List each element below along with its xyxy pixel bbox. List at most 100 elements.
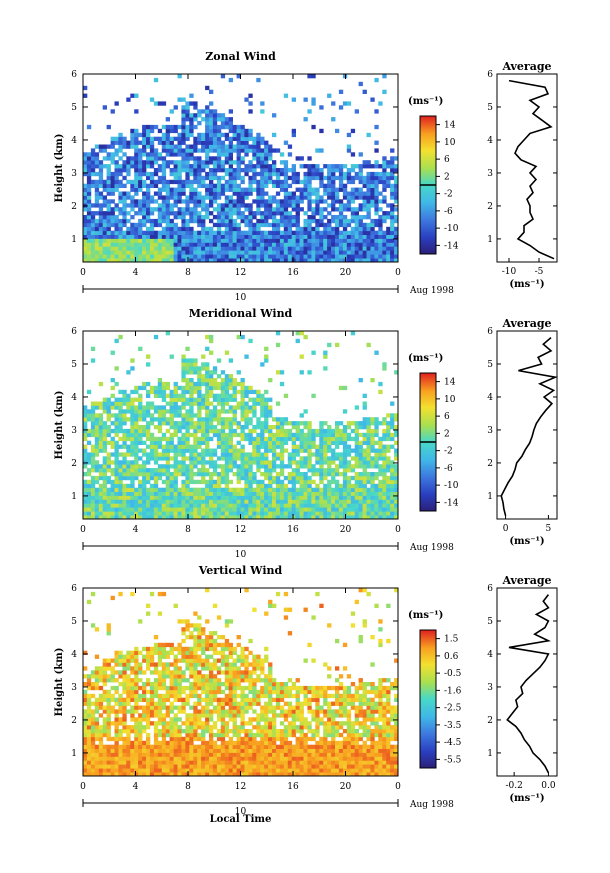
- heatmap-cell: [157, 503, 163, 508]
- heatmap-cell: [382, 89, 387, 94]
- heatmap-cell: [114, 491, 119, 496]
- heatmap-cell: [378, 421, 383, 426]
- heatmap-cell: [126, 164, 131, 169]
- heatmap-cell: [83, 152, 88, 157]
- heatmap-cell: [390, 460, 395, 465]
- heatmap-cell: [146, 772, 151, 777]
- heatmap-cell: [362, 432, 367, 438]
- heatmap-cell: [240, 160, 245, 165]
- heatmap-cell: [283, 140, 289, 145]
- heatmap-cell: [335, 342, 340, 348]
- heatmap-cell: [102, 748, 107, 753]
- heatmap-cell: [260, 362, 265, 367]
- heatmap-cell: [130, 358, 135, 363]
- heatmap-cell: [272, 507, 277, 512]
- heatmap-cell: [83, 215, 88, 220]
- heatmap-cell: [374, 183, 379, 188]
- heatmap-cell: [189, 117, 194, 122]
- y-tick-label: 4: [71, 393, 77, 403]
- heatmap-cell: [224, 218, 230, 224]
- heatmap-cell: [268, 413, 273, 418]
- heatmap-cell: [224, 511, 230, 516]
- heatmap-cell: [205, 499, 210, 504]
- heatmap-cell: [279, 222, 285, 228]
- heatmap-cell: [240, 136, 245, 141]
- heatmap-cell: [264, 222, 269, 228]
- heatmap-cell: [197, 179, 202, 185]
- heatmap-cell: [189, 503, 194, 508]
- heatmap-cell: [142, 515, 147, 520]
- heatmap-cell: [378, 230, 383, 235]
- heatmap-cell: [264, 444, 269, 449]
- heatmap-cell: [146, 203, 151, 208]
- heatmap-cell: [212, 515, 218, 520]
- heatmap-cell: [153, 444, 159, 449]
- heatmap-cell: [327, 495, 332, 500]
- heatmap-cell: [83, 464, 88, 469]
- heatmap-cell: [177, 136, 182, 141]
- heatmap-cell: [386, 432, 391, 438]
- heatmap-cell: [114, 721, 119, 726]
- heatmap-cell: [279, 483, 285, 489]
- heatmap-cell: [102, 752, 107, 757]
- profile-y-tick-label: 6: [487, 70, 493, 80]
- heatmap-cell: [283, 191, 289, 196]
- heatmap-cell: [102, 472, 107, 477]
- heatmap-cell: [114, 258, 119, 263]
- heatmap-cell: [86, 732, 92, 738]
- heatmap-cell: [315, 258, 320, 263]
- heatmap-cell: [268, 148, 273, 153]
- heatmap-cell: [362, 460, 367, 465]
- heatmap-cell: [110, 444, 115, 449]
- heatmap-cell: [319, 436, 324, 442]
- heatmap-cell: [366, 222, 371, 228]
- heatmap-cell: [142, 405, 147, 410]
- heatmap-cell: [177, 168, 182, 173]
- heatmap-cell: [201, 362, 206, 367]
- heatmap-cell: [209, 136, 214, 141]
- heatmap-cell: [287, 215, 293, 220]
- heatmap-cell: [212, 483, 218, 489]
- heatmap-cell: [86, 479, 92, 485]
- heatmap-cell: [224, 148, 230, 153]
- heatmap-cell: [153, 77, 159, 83]
- heatmap-cell: [110, 670, 115, 675]
- heatmap-cell: [185, 211, 190, 216]
- heatmap-cell: [146, 258, 151, 263]
- heatmap-cell: [177, 409, 182, 414]
- heatmap-cell: [212, 144, 218, 149]
- heatmap-cell: [114, 152, 119, 157]
- heatmap-cell: [374, 179, 379, 185]
- heatmap-cell: [358, 187, 363, 192]
- heatmap-cell: [220, 230, 226, 235]
- heatmap-cell: [212, 113, 218, 118]
- heatmap-cell: [90, 740, 96, 746]
- heatmap-cell: [252, 148, 257, 153]
- heatmap-cell: [248, 475, 253, 481]
- heatmap-cell: [386, 464, 391, 469]
- heatmap-cell: [102, 440, 107, 445]
- heatmap-cell: [303, 242, 308, 247]
- heatmap-cell: [86, 515, 92, 520]
- profile-y-tick-label: 2: [487, 459, 493, 469]
- heatmap-cell: [146, 701, 151, 706]
- heatmap-cell: [342, 460, 348, 465]
- heatmap-cell: [382, 444, 387, 449]
- heatmap-cell: [311, 207, 316, 212]
- heatmap-cell: [193, 179, 198, 185]
- heatmap-cell: [228, 468, 233, 473]
- heatmap-cell: [311, 164, 316, 169]
- heatmap-cell: [146, 250, 151, 255]
- heatmap-cell: [197, 230, 202, 235]
- heatmap-cell: [362, 468, 367, 473]
- heatmap-cell: [228, 479, 233, 485]
- heatmap-cell: [165, 128, 170, 134]
- heatmap-cell: [354, 460, 359, 465]
- heatmap-cell: [138, 760, 143, 765]
- heatmap-cell: [146, 666, 151, 671]
- heatmap-cell: [240, 258, 245, 263]
- heatmap-cell: [232, 168, 237, 173]
- heatmap-cell: [378, 495, 383, 500]
- heatmap-cell: [209, 132, 214, 138]
- heatmap-cell: [378, 175, 383, 181]
